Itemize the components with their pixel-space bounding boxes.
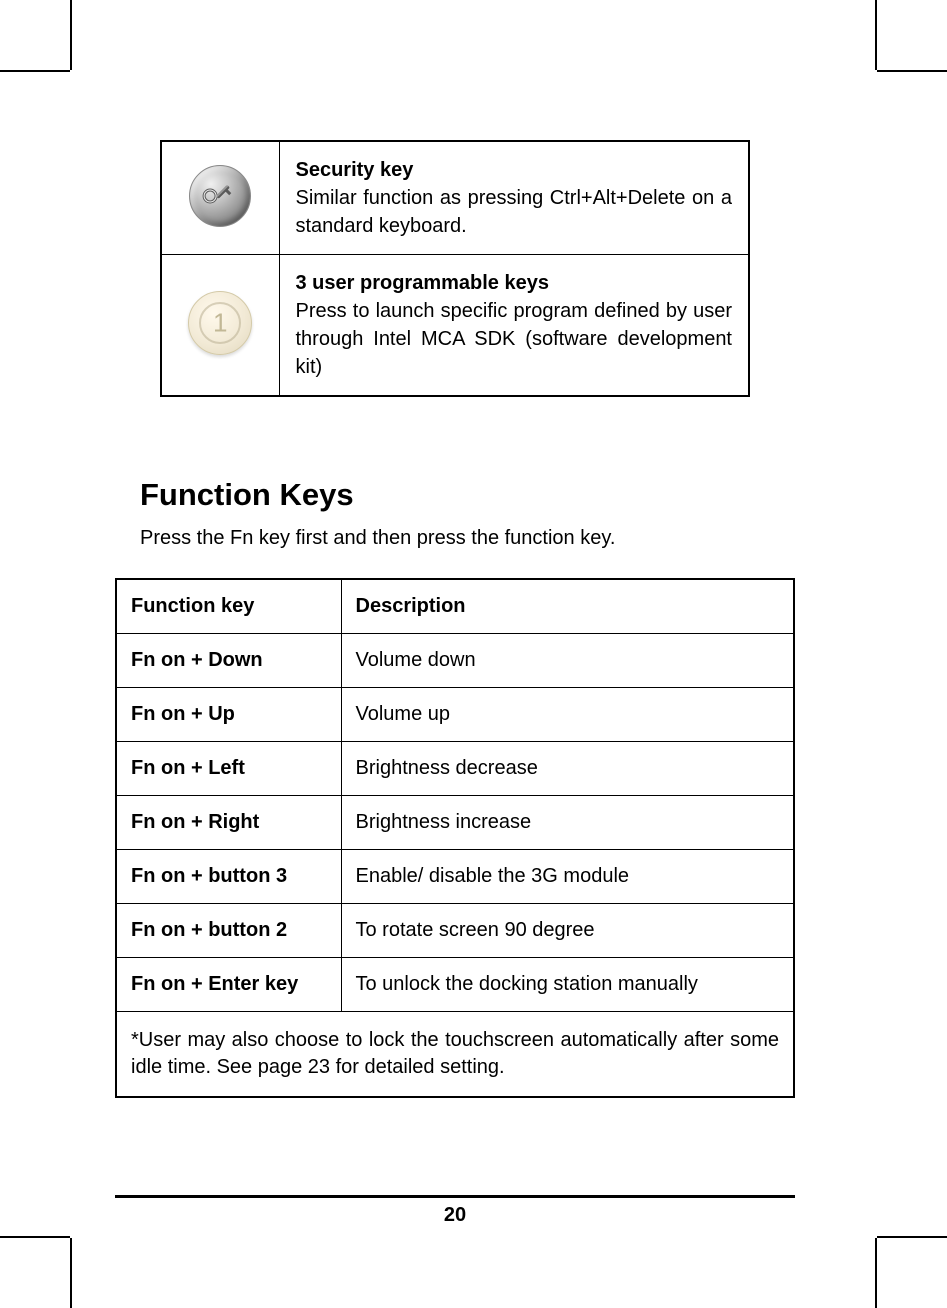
fn-footnote: *User may also choose to lock the touchs… (116, 1012, 794, 1098)
row-desc: Similar function as pressing Ctrl+Alt+De… (296, 187, 733, 237)
text-cell-programmable: 3 user programmable keys Press to launch… (279, 255, 749, 397)
footer-rule (115, 1195, 795, 1198)
table-row: Fn on + Enter keyTo unlock the docking s… (116, 958, 794, 1012)
header-description: Description (341, 579, 794, 634)
icon-cell-programmable: 1 (161, 255, 279, 397)
fn-key: Fn on + Enter key (116, 958, 341, 1012)
section-heading: Function Keys (140, 477, 795, 513)
table-row: Fn on + RightBrightness increase (116, 796, 794, 850)
hardware-keys-table: Security key Similar function as pressin… (160, 140, 750, 397)
table-row: Fn on + UpVolume up (116, 688, 794, 742)
security-key-icon (189, 165, 251, 227)
fn-desc: Brightness increase (341, 796, 794, 850)
fn-desc: Volume down (341, 634, 794, 688)
table-row: Fn on + LeftBrightness decrease (116, 742, 794, 796)
programmable-key-number: 1 (189, 307, 251, 338)
fn-key: Fn on + button 2 (116, 904, 341, 958)
fn-desc: Volume up (341, 688, 794, 742)
table-row: Fn on + button 3Enable/ disable the 3G m… (116, 850, 794, 904)
fn-key: Fn on + Down (116, 634, 341, 688)
row-title: 3 user programmable keys (296, 269, 733, 297)
fn-desc: Enable/ disable the 3G module (341, 850, 794, 904)
header-function-key: Function key (116, 579, 341, 634)
fn-desc: To unlock the docking station manually (341, 958, 794, 1012)
row-desc: Press to launch specific program defined… (296, 300, 733, 378)
fn-key: Fn on + Up (116, 688, 341, 742)
fn-key: Fn on + button 3 (116, 850, 341, 904)
fn-desc: Brightness decrease (341, 742, 794, 796)
table-row: Security key Similar function as pressin… (161, 141, 749, 255)
row-title: Security key (296, 156, 733, 184)
table-row: Fn on + DownVolume down (116, 634, 794, 688)
text-cell-security: Security key Similar function as pressin… (279, 141, 749, 255)
function-keys-table: Function key Description Fn on + DownVol… (115, 578, 795, 1098)
table-row: 1 3 user programmable keys Press to laun… (161, 255, 749, 397)
page-content: Security key Similar function as pressin… (115, 140, 795, 1098)
programmable-key-icon: 1 (188, 291, 252, 355)
page-number: 20 (115, 1204, 795, 1227)
table-row: Fn on + button 2To rotate screen 90 degr… (116, 904, 794, 958)
fn-key: Fn on + Left (116, 742, 341, 796)
table-footnote-row: *User may also choose to lock the touchs… (116, 1012, 794, 1098)
fn-key: Fn on + Right (116, 796, 341, 850)
table-header-row: Function key Description (116, 579, 794, 634)
section-intro: Press the Fn key first and then press th… (140, 527, 795, 550)
icon-cell-security (161, 141, 279, 255)
fn-desc: To rotate screen 90 degree (341, 904, 794, 958)
